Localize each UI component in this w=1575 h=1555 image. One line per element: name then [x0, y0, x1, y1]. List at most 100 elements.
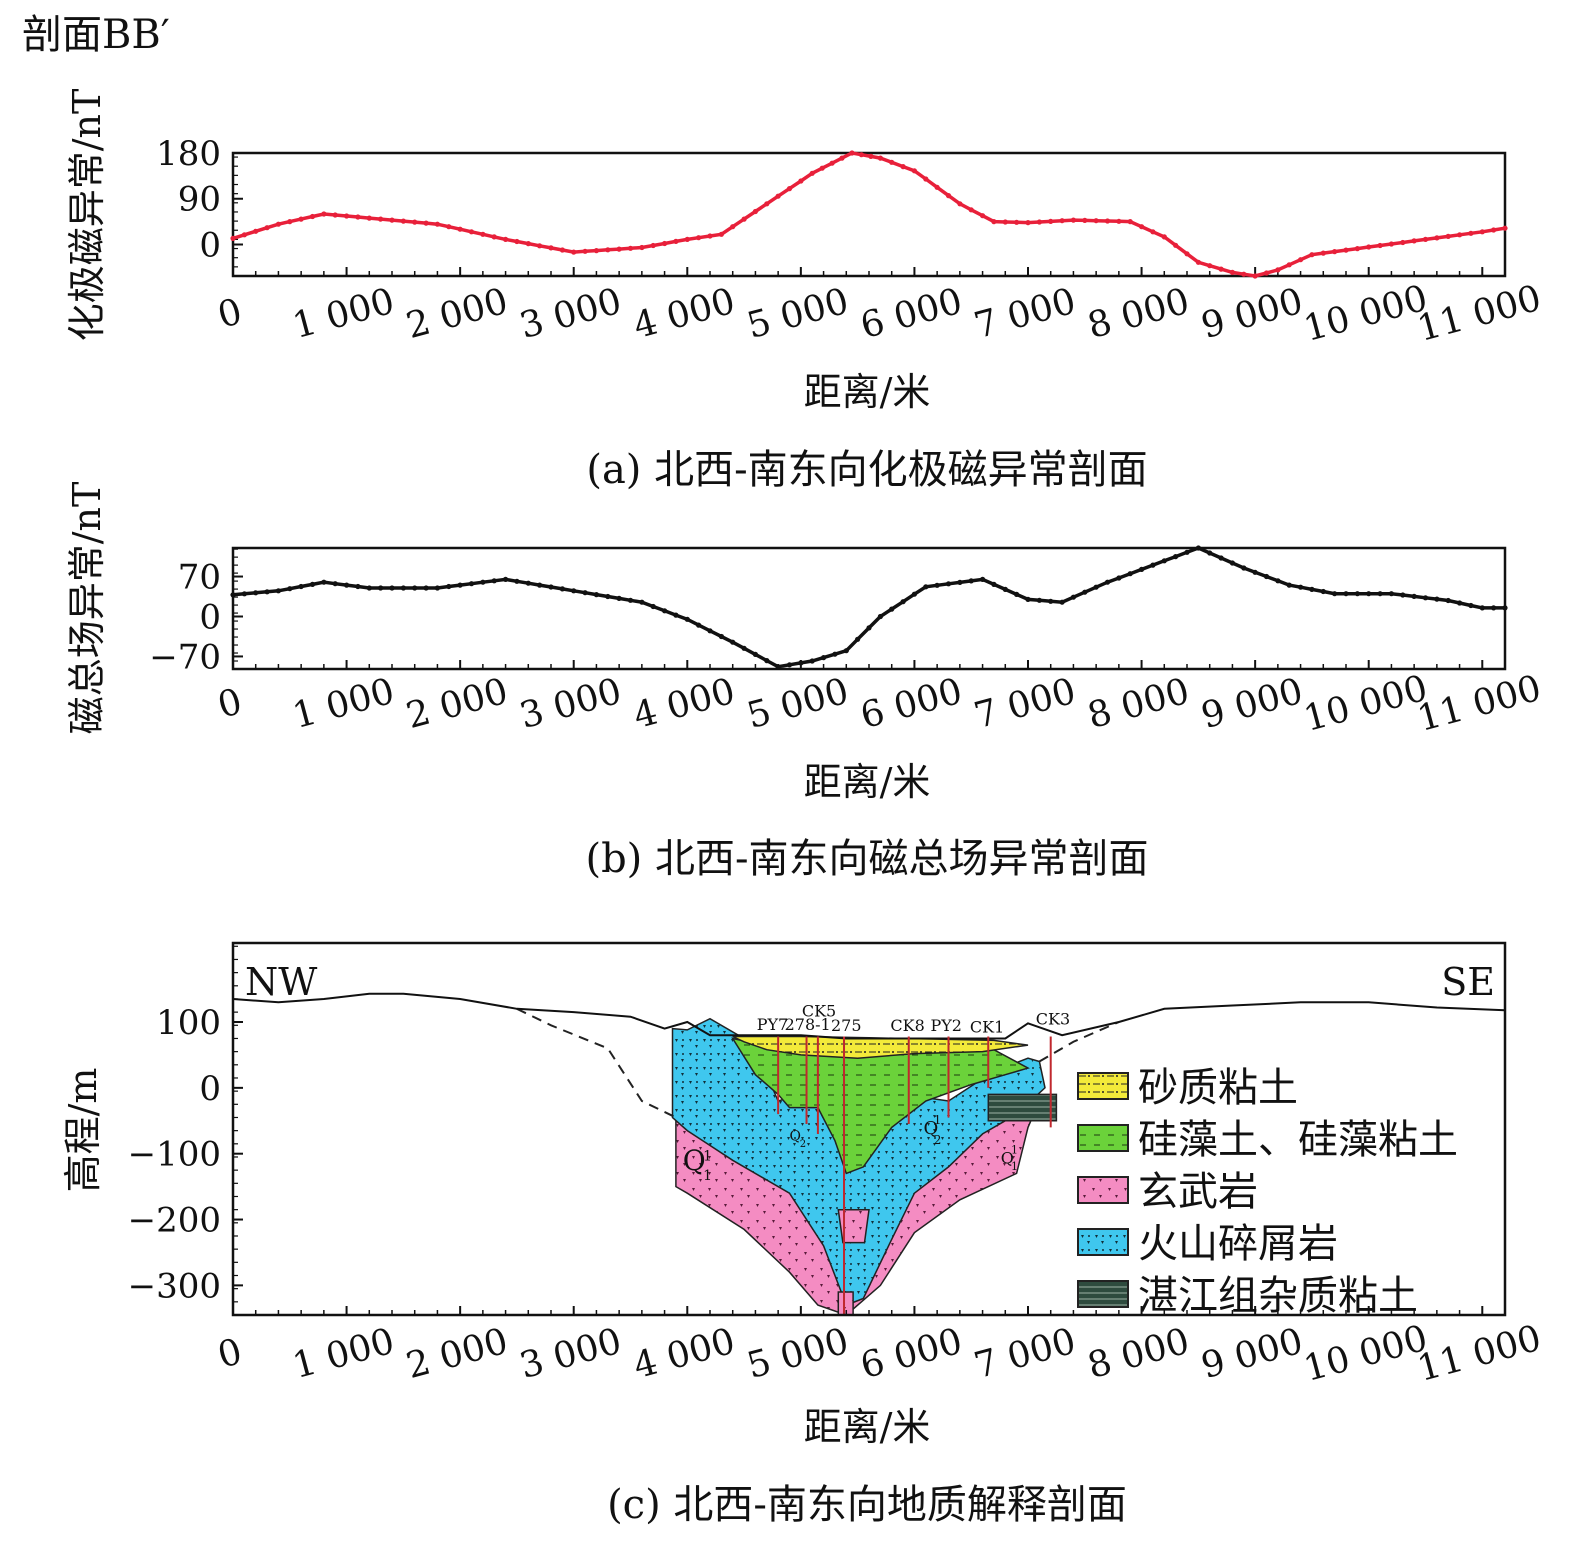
- data-point: [491, 234, 497, 240]
- data-point: [389, 585, 395, 591]
- x-tick-label: 9 000: [1197, 281, 1307, 347]
- data-point: [321, 211, 327, 217]
- x-tick-label: 8 000: [1084, 281, 1194, 347]
- x-axis-title: 距离/米: [804, 760, 931, 804]
- data-point: [923, 176, 929, 182]
- legend-label: 砂质粘土: [1138, 1065, 1298, 1111]
- data-point: [480, 231, 486, 237]
- data-point: [1139, 566, 1145, 573]
- data-point: [1400, 239, 1406, 246]
- panel-caption: (c) 北西-南东向地质解释剖面: [607, 1482, 1127, 1528]
- x-tick-label: 5 000: [743, 1321, 853, 1387]
- data-point: [1229, 560, 1235, 566]
- data-point: [1218, 555, 1224, 561]
- data-point: [1411, 593, 1417, 600]
- x-tick-label: 4 000: [629, 671, 739, 737]
- data-point: [571, 588, 577, 594]
- data-point: [1104, 579, 1111, 585]
- inferred-boundary: [1038, 1021, 1120, 1063]
- data-point: [945, 193, 952, 199]
- data-point: [809, 170, 815, 176]
- legend-label: 玄武岩: [1138, 1169, 1258, 1215]
- data-point: [1332, 591, 1338, 597]
- series-line: [232, 546, 1505, 669]
- x-axis-title: 距离/米: [804, 370, 931, 414]
- data-point: [1002, 219, 1008, 225]
- data-point: [843, 648, 849, 654]
- data-point: [786, 186, 793, 192]
- data-point: [309, 581, 316, 588]
- data-point: [241, 591, 247, 597]
- panel-a-chart: 0 1 000 2 000 3 000 4 000 5 000 6 000 7 000 8 00…: [65, 89, 1545, 493]
- data-point: [400, 218, 406, 224]
- x-tick-label: 2 000: [402, 1321, 512, 1387]
- y-tick-label: 0: [199, 225, 221, 265]
- data-point: [366, 215, 372, 221]
- data-point: [858, 152, 865, 158]
- legend-swatch: [1077, 1228, 1129, 1256]
- legend-label: 火山碎屑岩: [1138, 1221, 1338, 1267]
- x-axis-title: 距离/米: [804, 1405, 931, 1449]
- unit-label: Q: [790, 1129, 801, 1145]
- data-point: [298, 216, 304, 222]
- data-point: [1298, 257, 1304, 263]
- data-point: [855, 636, 861, 642]
- data-point: [1263, 573, 1270, 580]
- data-point: [514, 578, 520, 584]
- y-tick-label: 100: [156, 1003, 221, 1043]
- data-point: [344, 213, 350, 219]
- data-point: [571, 249, 577, 255]
- data-point: [1184, 549, 1190, 555]
- y-axis-title: 高程/m: [61, 1068, 105, 1193]
- data-point: [1173, 242, 1179, 248]
- data-point: [730, 639, 736, 645]
- data-point: [1025, 596, 1031, 603]
- x-tick-label: 4 000: [629, 281, 739, 347]
- ground-surface-line: [232, 992, 1506, 1040]
- data-point: [1139, 224, 1145, 230]
- data-point: [1502, 605, 1508, 611]
- data-point: [332, 212, 338, 218]
- x-tick-label: 9 000: [1197, 1321, 1307, 1387]
- data-point: [616, 246, 622, 252]
- data-point: [275, 588, 281, 594]
- data-point: [650, 242, 656, 249]
- data-point: [839, 155, 845, 161]
- data-point: [1388, 241, 1394, 247]
- borehole-label: CK1: [970, 1018, 1004, 1037]
- borehole-label: 275: [831, 1016, 862, 1035]
- data-point: [582, 590, 588, 596]
- data-point: [468, 581, 475, 587]
- data-point: [764, 658, 770, 664]
- x-tick-label: 7 000: [970, 281, 1080, 347]
- data-point: [1263, 270, 1270, 276]
- data-point: [1377, 242, 1383, 249]
- data-point: [582, 248, 588, 254]
- data-point: [1388, 591, 1394, 597]
- legend-swatch: [1077, 1072, 1129, 1100]
- data-point: [934, 184, 940, 190]
- data-point: [662, 608, 668, 614]
- legend-swatch: [1077, 1176, 1129, 1204]
- data-point: [1161, 234, 1167, 240]
- data-point: [1422, 595, 1429, 601]
- data-point: [707, 233, 713, 239]
- data-point: [1354, 591, 1360, 597]
- data-point: [1320, 588, 1326, 595]
- data-point: [468, 229, 475, 235]
- x-tick-label: 4 000: [629, 1321, 739, 1387]
- data-point: [1070, 594, 1076, 600]
- data-point: [1093, 218, 1099, 224]
- x-tick-label: 6 000: [856, 281, 966, 347]
- zhanjiang-clay-unit: [987, 1093, 1058, 1122]
- data-point: [1036, 597, 1042, 603]
- data-point: [1127, 219, 1133, 225]
- data-point: [1059, 218, 1065, 224]
- data-point: [1286, 582, 1292, 588]
- legend-swatch: [1077, 1124, 1129, 1152]
- data-point: [627, 597, 634, 603]
- data-point: [537, 582, 543, 588]
- data-point: [1252, 569, 1258, 575]
- data-point: [366, 585, 372, 591]
- data-point: [389, 217, 395, 223]
